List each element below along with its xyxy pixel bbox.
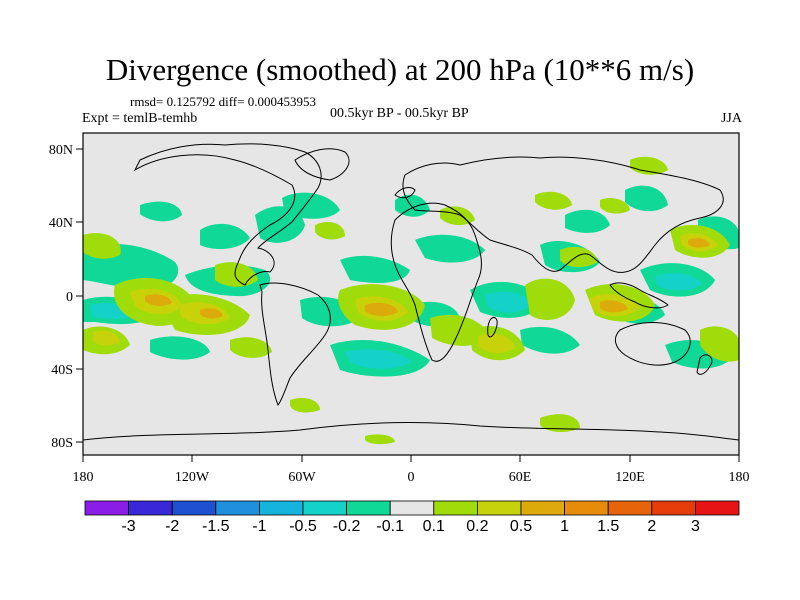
coastlines (83, 143, 739, 441)
x-tick-label: 180 (729, 470, 750, 485)
experiment-label: Expt = temlB-temhb (82, 111, 198, 126)
colorbar (84, 500, 740, 516)
x-tick-label: 60E (509, 470, 532, 485)
colorbar-label: -2 (165, 518, 180, 535)
colorbar-swatch (651, 500, 696, 516)
x-tick-label: 120E (615, 470, 645, 485)
colorbar-label: -3 (121, 518, 136, 535)
y-tick-label: 80S (51, 436, 73, 451)
season-label: JJA (720, 111, 742, 126)
colorbar-swatch (171, 500, 217, 516)
colorbar-label: -1.5 (202, 518, 230, 535)
colorbar-label: 0.2 (466, 518, 489, 535)
colorbar-label: -0.1 (376, 518, 404, 535)
x-tick-label: 60W (288, 470, 316, 485)
map-title: Divergence (smoothed) at 200 hPa (10**6 … (105, 52, 695, 87)
tick-marks (76, 148, 740, 462)
colorbar-label: 2 (647, 518, 657, 535)
colorbar-swatch (520, 500, 565, 516)
colorbar-label: 1.5 (597, 518, 620, 535)
stats-line: rmsd= 0.125792 diff= 0.000453953 (130, 94, 316, 109)
colorbar-swatch (215, 500, 260, 516)
colorbar-label: -0.2 (332, 518, 361, 535)
colorbar-swatch (607, 500, 653, 516)
y-tick-label: 80N (49, 143, 73, 158)
colorbar-swatch (564, 500, 609, 516)
colorbar-label: -0.5 (289, 518, 317, 535)
y-tick-label: 0 (66, 290, 73, 305)
divergence-field (83, 156, 739, 445)
colorbar-swatch (302, 500, 347, 516)
colorbar-swatch (389, 500, 435, 516)
colorbar-swatch (128, 500, 173, 516)
colorbar-label: 3 (690, 518, 700, 535)
x-tick-label: 180 (73, 470, 94, 485)
y-tick-label: 40N (49, 216, 73, 231)
colorbar-swatch (258, 500, 304, 516)
x-tick-label: 120W (175, 470, 210, 485)
period-label: 00.5kyr BP - 00.5kyr BP (330, 106, 469, 121)
colorbar-label: -1 (252, 518, 267, 535)
colorbar-label: 0.5 (509, 518, 533, 535)
colorbar-label: 0.1 (422, 518, 445, 535)
colorbar-swatch (84, 500, 129, 516)
colorbar-swatch (433, 500, 478, 516)
colorbar-swatch (346, 500, 391, 516)
colorbar-swatch (695, 500, 740, 516)
colorbar-label: 1 (560, 518, 570, 535)
colorbar-swatch (476, 500, 522, 516)
y-tick-label: 40S (51, 363, 73, 378)
x-tick-label: 0 (408, 470, 415, 485)
